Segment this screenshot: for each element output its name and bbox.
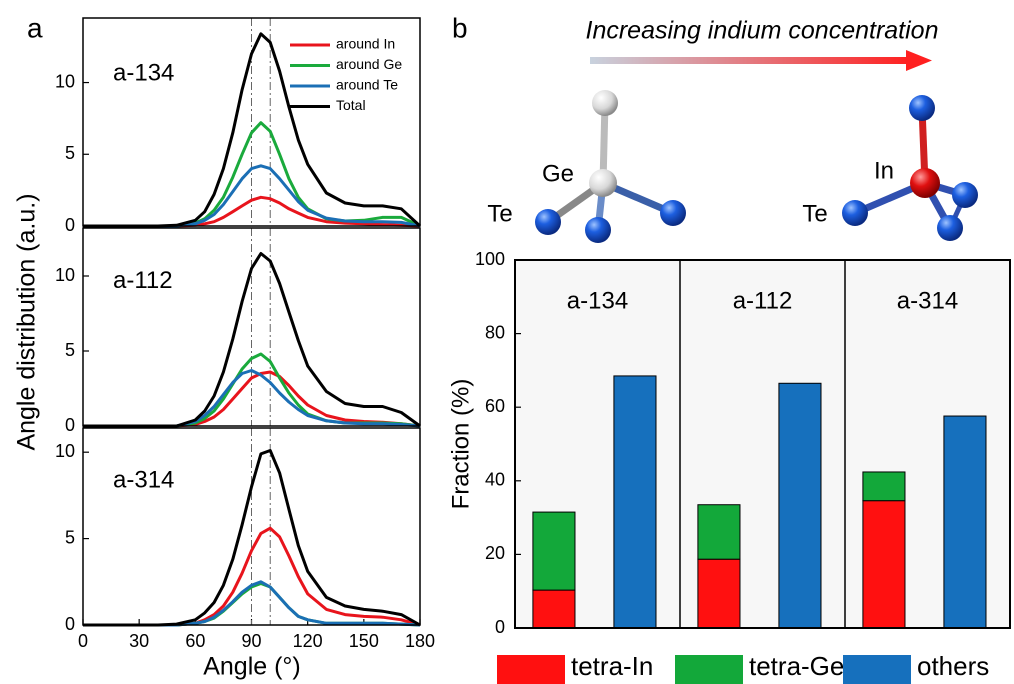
bar [533, 590, 575, 628]
y-tick-label: 5 [65, 340, 75, 360]
y-tick-label: 40 [485, 470, 505, 490]
legend-swatch [675, 655, 743, 684]
x-axis-label: Angle (°) [203, 653, 301, 681]
y-tick-label: 5 [65, 527, 75, 547]
y-tick-label: 10 [55, 265, 75, 285]
legend-label: around Ge [336, 56, 402, 72]
y-tick-label: 0 [65, 215, 75, 235]
atom-label: Te [487, 200, 512, 227]
in-molecule [842, 95, 978, 241]
panel-title: a-134 [113, 60, 174, 87]
x-tick-label: 0 [78, 631, 88, 651]
y-tick-label: 10 [55, 71, 75, 91]
x-tick-label: 90 [241, 631, 261, 651]
bar [533, 512, 575, 590]
y-tick-label: 10 [55, 441, 75, 461]
bar [614, 376, 656, 628]
bar [698, 559, 740, 628]
trend-arrow [590, 50, 932, 71]
y-tick-label: 0 [65, 415, 75, 435]
legend-swatch [497, 655, 565, 684]
bar [779, 383, 821, 628]
x-tick-label: 60 [185, 631, 205, 651]
x-tick-label: 180 [405, 631, 435, 651]
y-tick-label: 100 [475, 249, 505, 269]
x-tick-label: 120 [293, 631, 323, 651]
legend-label: others [917, 651, 989, 681]
legend-label: around In [336, 36, 395, 52]
y-tick-label: 60 [485, 396, 505, 416]
legend-label: tetra-Ge [749, 651, 844, 681]
legend-label: tetra-In [571, 651, 653, 681]
y-tick-label: 5 [65, 143, 75, 163]
legend-swatch [843, 655, 911, 684]
group-label: a-134 [567, 287, 628, 314]
figure: a b Angle (°) Angle distribution (a.u.) … [0, 0, 1014, 684]
x-tick-label: 150 [349, 631, 379, 651]
y-tick-label: 80 [485, 322, 505, 342]
page: a b Angle (°) Angle distribution (a.u.) … [0, 0, 1014, 684]
y-axis-label: Angle distribution (a.u.) [13, 193, 41, 450]
legend-label: around Te [336, 77, 398, 93]
annotation-title: Increasing indium concentration [586, 17, 939, 45]
bar [698, 505, 740, 559]
atom-label: Te [802, 200, 827, 227]
panel-label: a [27, 12, 43, 43]
group-label: a-112 [733, 287, 793, 314]
y-axis-label: Fraction (%) [447, 379, 474, 510]
bar [863, 501, 905, 628]
atom-label: Ge [542, 160, 574, 187]
y-tick-label: 0 [65, 614, 75, 634]
atom-label: In [874, 157, 894, 184]
panel-title: a-314 [113, 467, 174, 494]
x-tick-label: 30 [129, 631, 149, 651]
legend-label: Total [336, 97, 366, 113]
y-tick-label: 20 [485, 543, 505, 563]
panel-title: a-112 [113, 267, 173, 294]
group-label: a-314 [897, 287, 958, 314]
panel-label: b [452, 12, 468, 43]
bar [944, 416, 986, 628]
plot-background [515, 260, 1010, 628]
bar [863, 472, 905, 501]
y-tick-label: 0 [495, 617, 505, 637]
